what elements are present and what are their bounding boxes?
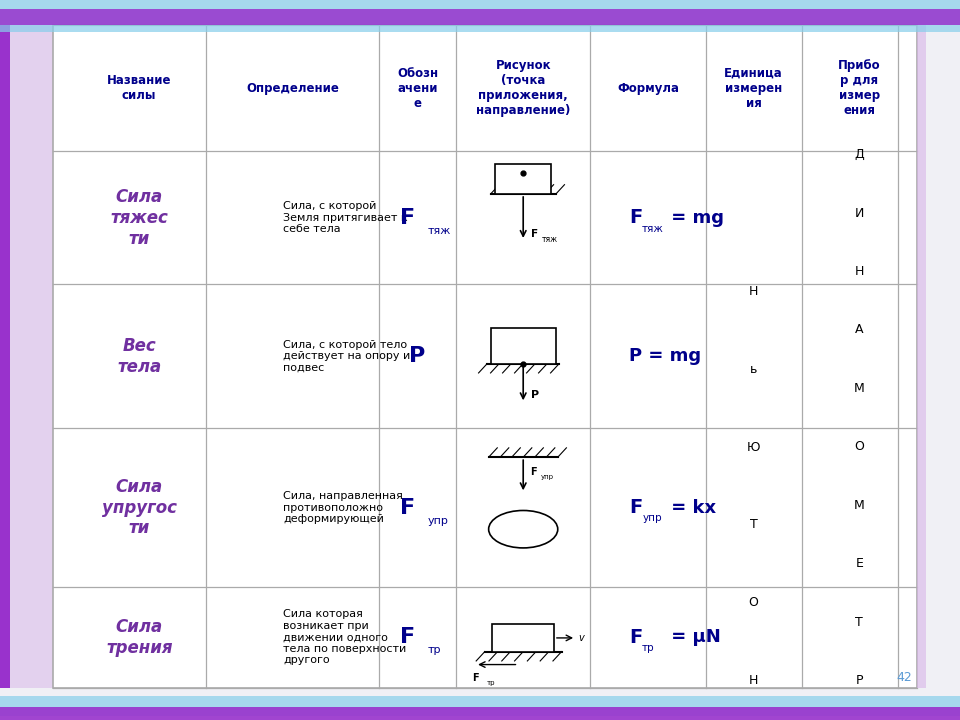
Text: Обозн
ачени
е: Обозн ачени е — [397, 67, 438, 109]
Bar — [0, 25, 10, 688]
Text: тяж: тяж — [427, 226, 450, 235]
Text: 42: 42 — [897, 671, 912, 684]
Text: P: P — [531, 390, 539, 400]
Text: О: О — [749, 596, 758, 609]
Text: F: F — [530, 467, 537, 477]
Text: Единица
измерен
ия: Единица измерен ия — [724, 67, 783, 109]
Text: упр: упр — [642, 513, 661, 523]
Text: Н: Н — [749, 674, 758, 687]
Bar — [10, 25, 53, 688]
Text: = mg: = mg — [665, 209, 724, 227]
Text: Е: Е — [855, 557, 863, 570]
Text: Д: Д — [854, 148, 864, 161]
Text: И: И — [854, 207, 864, 220]
Text: Определение: Определение — [247, 81, 339, 95]
Text: Сила, с которой тело
действует на опору и
подвес: Сила, с которой тело действует на опору … — [283, 340, 411, 373]
Text: v: v — [578, 633, 584, 643]
Text: тр: тр — [487, 680, 495, 685]
Text: P = mg: P = mg — [629, 347, 701, 365]
Text: F: F — [629, 628, 642, 647]
Text: Р: Р — [855, 674, 863, 687]
Text: Н: Н — [854, 265, 864, 278]
Text: Сила которая
возникает при
движении одного
тела по поверхности
другого: Сила которая возникает при движении одно… — [283, 609, 406, 665]
Ellipse shape — [489, 510, 558, 548]
Text: Сила, с которой
Земля притягивает к
себе тела: Сила, с которой Земля притягивает к себе… — [283, 201, 408, 235]
Text: Н: Н — [749, 285, 758, 298]
Text: Сила
упругос
ти: Сила упругос ти — [102, 478, 177, 537]
Bar — [0, 0, 960, 32]
Bar — [492, 624, 554, 652]
Text: Т: Т — [855, 616, 863, 629]
Text: М: М — [853, 382, 865, 395]
Bar — [0, 707, 960, 720]
Text: Сила, направленная
противоположно
деформирующей: Сила, направленная противоположно деформ… — [283, 491, 403, 524]
Text: упр: упр — [540, 474, 554, 480]
Text: Сила
трения: Сила трения — [106, 618, 173, 657]
Text: А: А — [855, 323, 863, 336]
Text: Сила
тяжес
ти: Сила тяжес ти — [110, 188, 168, 248]
Text: F: F — [400, 208, 416, 228]
Text: F: F — [400, 627, 416, 647]
Text: тяж: тяж — [541, 235, 558, 244]
Text: = μN: = μN — [665, 628, 721, 647]
Text: Формула: Формула — [617, 81, 679, 95]
Text: О: О — [854, 441, 864, 454]
Text: Ю: Ю — [747, 441, 760, 454]
Text: F: F — [472, 672, 478, 683]
Text: F: F — [629, 498, 642, 517]
Text: тяж: тяж — [642, 224, 664, 233]
Bar — [917, 25, 926, 688]
Bar — [53, 25, 917, 688]
Text: Рисунок
(точка
приложения,
направление): Рисунок (точка приложения, направление) — [476, 59, 570, 117]
Text: P: P — [410, 346, 425, 366]
Text: ь: ь — [750, 363, 757, 376]
Text: Прибо
р для
измер
ения: Прибо р для измер ения — [838, 59, 880, 117]
Text: тр: тр — [427, 645, 441, 655]
Text: F: F — [400, 498, 416, 518]
Text: = kx: = kx — [665, 498, 716, 516]
Bar — [491, 328, 556, 364]
Bar — [0, 9, 960, 25]
Text: Вес
тела: Вес тела — [117, 337, 161, 376]
Bar — [0, 696, 960, 716]
Text: тр: тр — [642, 643, 655, 653]
Text: Т: Т — [750, 518, 757, 531]
Bar — [495, 163, 551, 194]
Text: М: М — [853, 499, 865, 512]
Text: F: F — [629, 208, 642, 228]
Text: упр: упр — [427, 516, 448, 526]
Text: Название
силы: Название силы — [107, 74, 172, 102]
Text: F: F — [531, 229, 538, 238]
